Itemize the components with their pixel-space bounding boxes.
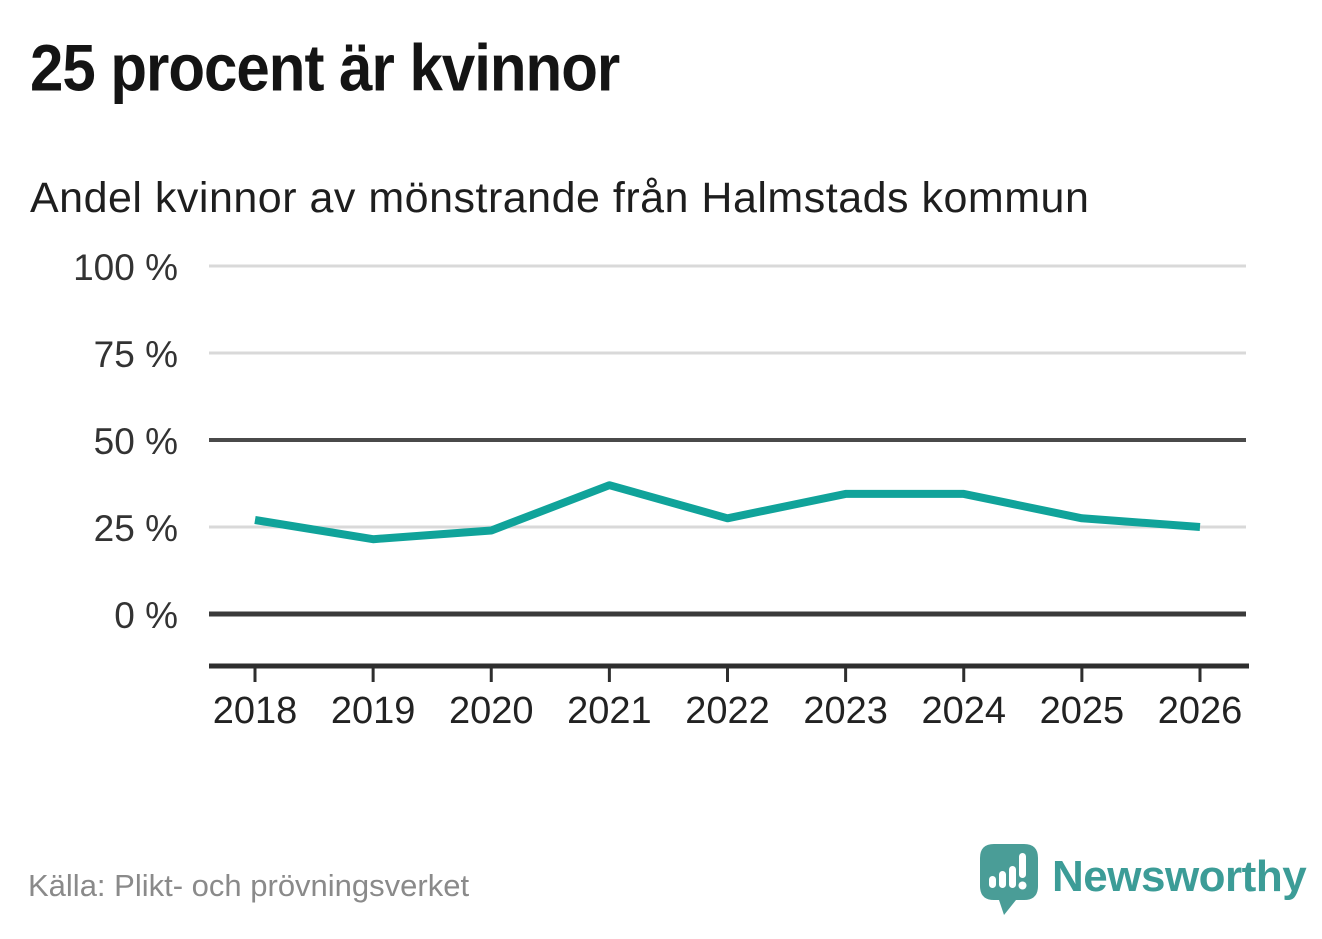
x-label-2019: 2019 [331,690,416,732]
x-label-2021: 2021 [567,690,652,732]
page-title: 25 procent är kvinnor [30,31,620,105]
newsworthy-speech-bubble-chart-icon [980,844,1038,915]
x-label-2022: 2022 [685,690,770,732]
brand-logo: Newsworthy [980,844,1307,918]
ytick-label-50: 50 % [94,421,178,462]
x-label-2025: 2025 [1040,690,1125,732]
ytick-label-100: 100 % [73,247,178,288]
ytick-label-25: 25 % [94,508,178,549]
x-label-2024: 2024 [921,690,1006,732]
x-label-2018: 2018 [213,690,298,732]
source-attribution: Källa: Plikt- och prövningsverket [28,868,470,903]
series-line [254,481,1201,544]
x-label-2026: 2026 [1158,690,1243,732]
x-label-2023: 2023 [803,690,888,732]
x-label-2020: 2020 [449,690,534,732]
chart-subtitle: Andel kvinnor av mönstrande från Halmsta… [30,174,1090,222]
ytick-label-0: 0 % [114,595,178,636]
ytick-label-75: 75 % [94,334,178,375]
brand-wordmark: Newsworthy [1052,852,1307,901]
